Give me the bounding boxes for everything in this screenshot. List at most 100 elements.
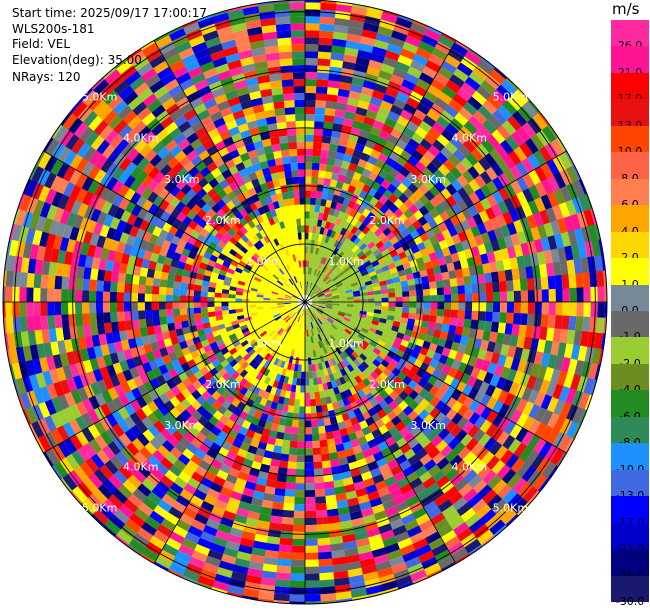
velocity-gate [305,225,310,233]
velocity-gate [251,133,262,143]
velocity-gate [73,465,89,482]
velocity-gate [274,315,282,321]
velocity-gate [310,412,318,421]
velocity-gate [423,441,436,454]
velocity-gate [580,331,590,347]
velocity-gate [116,301,125,312]
velocity-gate [246,321,255,328]
velocity-gate [190,471,204,484]
velocity-gate [527,302,535,315]
velocity-gate [265,151,275,161]
velocity-gate [120,381,132,394]
velocity-gate [323,121,334,130]
velocity-gate [576,302,584,317]
velocity-gate [327,252,333,260]
velocity-gate [575,316,584,332]
velocity-gate [344,147,355,157]
velocity-gate [103,312,111,324]
velocity-gate [570,244,581,260]
velocity-gate [141,404,153,417]
velocity-gate [38,185,51,203]
velocity-gate [315,405,323,413]
velocity-gate [285,306,293,311]
velocity-gate [267,281,275,287]
velocity-gate [500,247,510,261]
velocity-gate [118,85,135,101]
velocity-gate [154,332,164,342]
velocity-gate [389,518,405,530]
velocity-gate [20,257,30,273]
velocity-gate [335,338,343,346]
velocity-gate [119,359,130,372]
velocity-gate [401,177,413,189]
velocity-gate [230,260,239,268]
velocity-gate [456,392,468,405]
velocity-gate [348,461,359,471]
velocity-gate [221,152,233,164]
velocity-gate [295,282,300,290]
velocity-gate [307,289,312,296]
velocity-gate [307,308,311,316]
velocity-gate [423,178,435,191]
velocity-gate [329,325,337,332]
velocity-gate [106,364,117,377]
velocity-gate [399,166,411,178]
velocity-gate [126,329,135,340]
velocity-gate [540,276,549,290]
velocity-gate [261,350,269,359]
velocity-gate [516,255,526,269]
velocity-gate [496,483,513,500]
velocity-gate [165,287,174,296]
velocity-gate [351,120,364,130]
velocity-gate [97,104,114,121]
velocity-gate [147,454,161,468]
velocity-gate [235,161,246,172]
velocity-gate [312,268,316,276]
velocity-gate [210,458,223,470]
velocity-gate [187,277,196,285]
velocity-gate [381,430,393,441]
velocity-gate [369,196,379,207]
velocity-gate [366,343,376,352]
velocity-gate [352,445,363,455]
velocity-gate [82,110,99,127]
velocity-gate [226,329,235,337]
velocity-gate [536,365,548,380]
velocity-gate [345,104,358,114]
velocity-gate [203,222,214,233]
velocity-gate [276,318,284,324]
velocity-gate [171,358,181,369]
velocity-gate [479,339,490,351]
velocity-gate [23,178,32,195]
velocity-gate [327,359,334,368]
velocity-gate [454,242,465,253]
velocity-gate [313,268,318,276]
velocity-gate [357,264,366,271]
velocity-gate [116,59,134,75]
velocity-gate [235,432,246,443]
velocity-gate [177,260,186,270]
velocity-gate [321,460,332,469]
velocity-gate [202,274,211,282]
velocity-gate [96,379,108,393]
velocity-gate [263,297,271,301]
velocity-gate [385,257,395,266]
velocity-gate [160,115,175,129]
velocity-gate [337,384,345,394]
velocity-gate [247,324,256,331]
velocity-gate [462,451,476,465]
velocity-gate [151,485,166,500]
velocity-gate [429,407,441,419]
velocity-gate [311,297,319,300]
velocity-gate [301,364,305,372]
velocity-gate [191,193,202,205]
velocity-gate [415,313,423,321]
velocity-gate [256,299,264,302]
velocity-gate [102,301,111,313]
velocity-gate [335,443,345,453]
velocity-gate [257,289,265,294]
velocity-gate [308,378,314,386]
velocity-gate [325,305,333,308]
velocity-gate [311,304,318,309]
velocity-gate [47,314,56,329]
